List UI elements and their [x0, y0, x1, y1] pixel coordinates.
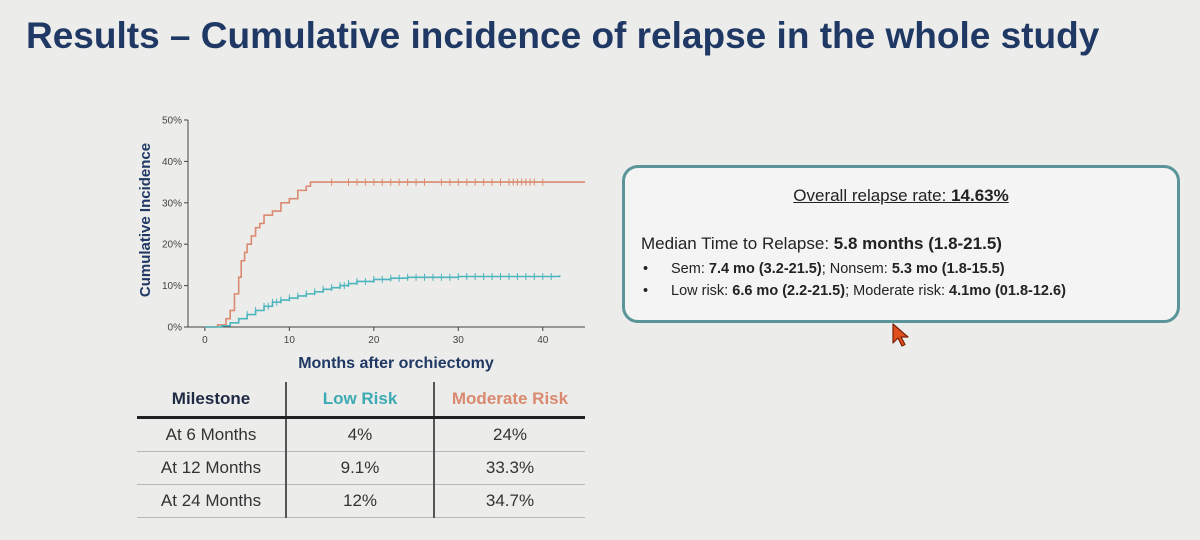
overall-relapse-rate: Overall relapse rate: 14.63%: [625, 186, 1177, 206]
overall-relapse-value: 14.63%: [951, 186, 1009, 205]
milestone-table: Milestone Low Risk Moderate Risk At 6 Mo…: [137, 382, 585, 518]
x-tick-label: 10: [284, 335, 296, 346]
y-tick-label: 0%: [168, 323, 183, 334]
median-time-to-relapse: Median Time to Relapse: 5.8 months (1.8-…: [641, 234, 1002, 254]
x-tick-label: 30: [453, 335, 465, 346]
y-axis-title: Cumulative Incidence: [137, 143, 154, 297]
milestone-header-row: Milestone Low Risk Moderate Risk: [137, 382, 585, 419]
low-risk-header: Low Risk: [285, 382, 434, 419]
slide-title: Results – Cumulative incidence of relaps…: [26, 15, 1100, 56]
milestone-cell: At 12 Months: [137, 451, 286, 485]
y-tick-label: 40%: [162, 157, 182, 168]
cumulative-incidence-chart: Cumulative Incidence Months after orchie…: [137, 116, 585, 372]
list-item: Low risk: 6.6 mo (2.2-21.5); Moderate ri…: [641, 280, 1066, 302]
milestone-cell: At 6 Months: [137, 417, 286, 452]
series-line-1: [204, 275, 561, 328]
summary-box: Overall relapse rate: 14.63% Median Time…: [622, 165, 1180, 323]
x-tick-label: 20: [368, 335, 380, 346]
chart-axes: 0% 10% 20% 30% 40% 50% 0 10 20 30 40: [162, 116, 585, 346]
subgroup-value: 6.6 mo (2.2-21.5): [732, 283, 846, 299]
table-row: At 24 Months 12% 34.7%: [137, 484, 585, 518]
overall-relapse-label: Overall relapse rate:: [793, 186, 952, 205]
chart-series: [204, 178, 585, 328]
subgroup-label: ; Nonsem:: [821, 261, 892, 277]
moderate-risk-header: Moderate Risk: [433, 382, 585, 419]
series-line-0: [204, 181, 585, 328]
y-tick-label: 30%: [162, 198, 182, 209]
low-risk-cell: 4%: [285, 417, 434, 452]
subgroup-value: 5.3 mo (1.8-15.5): [891, 261, 1005, 277]
x-axis-title: Months after orchiectomy: [298, 355, 494, 372]
milestone-cell: At 24 Months: [137, 484, 286, 518]
subgroup-label: Sem:: [671, 261, 709, 277]
subgroup-list: Sem: 7.4 mo (3.2-21.5); Nonsem: 5.3 mo (…: [641, 258, 1066, 302]
low-risk-cell: 9.1%: [285, 451, 434, 485]
milestone-header: Milestone: [137, 382, 286, 419]
moderate-risk-cell: 34.7%: [433, 484, 585, 518]
y-tick-label: 20%: [162, 240, 182, 251]
low-risk-cell: 12%: [285, 484, 434, 518]
median-value: 5.8 months (1.8-21.5): [833, 234, 1002, 253]
subgroup-value: 4.1mo (01.8-12.6): [949, 283, 1066, 299]
y-tick-label: 50%: [162, 116, 182, 127]
y-tick-label: 10%: [162, 281, 182, 292]
median-label: Median Time to Relapse:: [641, 234, 834, 253]
list-item: Sem: 7.4 mo (3.2-21.5); Nonsem: 5.3 mo (…: [641, 258, 1066, 280]
x-tick-label: 0: [202, 335, 208, 346]
subgroup-label: ; Moderate risk:: [845, 283, 950, 299]
table-row: At 6 Months 4% 24%: [137, 417, 585, 452]
moderate-risk-cell: 24%: [433, 417, 585, 452]
mouse-pointer-icon: [892, 323, 909, 347]
moderate-risk-cell: 33.3%: [433, 451, 585, 485]
subgroup-value: 7.4 mo (3.2-21.5): [708, 261, 822, 277]
table-row: At 12 Months 9.1% 33.3%: [137, 451, 585, 485]
x-tick-label: 40: [537, 335, 549, 346]
subgroup-label: Low risk:: [671, 283, 733, 299]
